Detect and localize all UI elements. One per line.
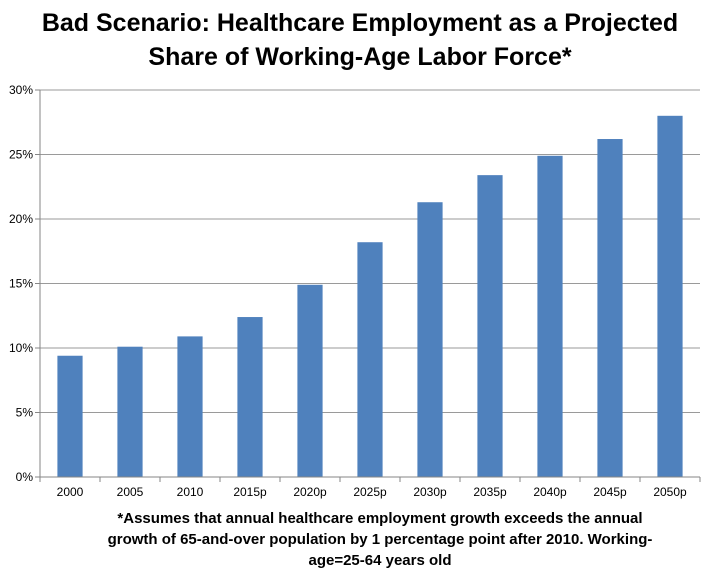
bar (537, 155, 563, 478)
y-tick-label: 5% (16, 406, 34, 420)
bar (117, 346, 143, 477)
tick-labels: 0% 5% 10% 15% 20% 25% 30% 2000 2005 2010 2015p 2020… (9, 83, 687, 499)
bar-chart: 0% 5% 10% 15% 20% 25% 30% 2000 2005 2010 2015p 2020… (9, 83, 701, 499)
y-tick-label: 20% (9, 212, 33, 226)
bar (297, 284, 323, 477)
x-tick-label: 2000 (57, 485, 84, 499)
footnote: *Assumes that annual healthcare employme… (60, 508, 700, 571)
bar (237, 317, 263, 477)
footnote-line-2: growth of 65-and-over population by 1 pe… (107, 531, 653, 548)
y-tick-label: 25% (9, 148, 33, 162)
y-tick-label: 15% (9, 277, 33, 291)
bar (357, 242, 383, 477)
footnote-line-3: age=25-64 years old (308, 552, 452, 569)
bars (57, 115, 683, 478)
x-tick-label: 2010 (177, 485, 204, 499)
y-tick-label: 0% (16, 470, 34, 484)
x-tick-label: 2040p (533, 485, 567, 499)
x-tick-label: 2005 (117, 485, 144, 499)
chart-title-line-1: Bad Scenario: Healthcare Employment as a… (41, 9, 679, 37)
chart-title-line-2: Share of Working-Age Labor Force* (148, 43, 572, 71)
y-tick-label: 30% (9, 83, 33, 97)
bar (597, 139, 623, 477)
chart-title: Bad Scenario: Healthcare Employment as a… (0, 6, 720, 74)
x-tick-label: 2015p (233, 485, 267, 499)
y-tick-label: 10% (9, 341, 33, 355)
axes (35, 89, 701, 482)
footnote-line-1: *Assumes that annual healthcare employme… (117, 510, 643, 527)
bar (177, 336, 203, 477)
bar (417, 202, 443, 478)
x-tick-label: 2050p (653, 485, 687, 499)
x-tick-label: 2025p (353, 485, 387, 499)
bar (57, 355, 83, 477)
x-tick-label: 2020p (293, 485, 327, 499)
x-tick-label: 2045p (593, 485, 627, 499)
bar (657, 115, 683, 478)
x-tick-label: 2035p (473, 485, 507, 499)
bar (477, 175, 503, 477)
x-tick-label: 2030p (413, 485, 447, 499)
